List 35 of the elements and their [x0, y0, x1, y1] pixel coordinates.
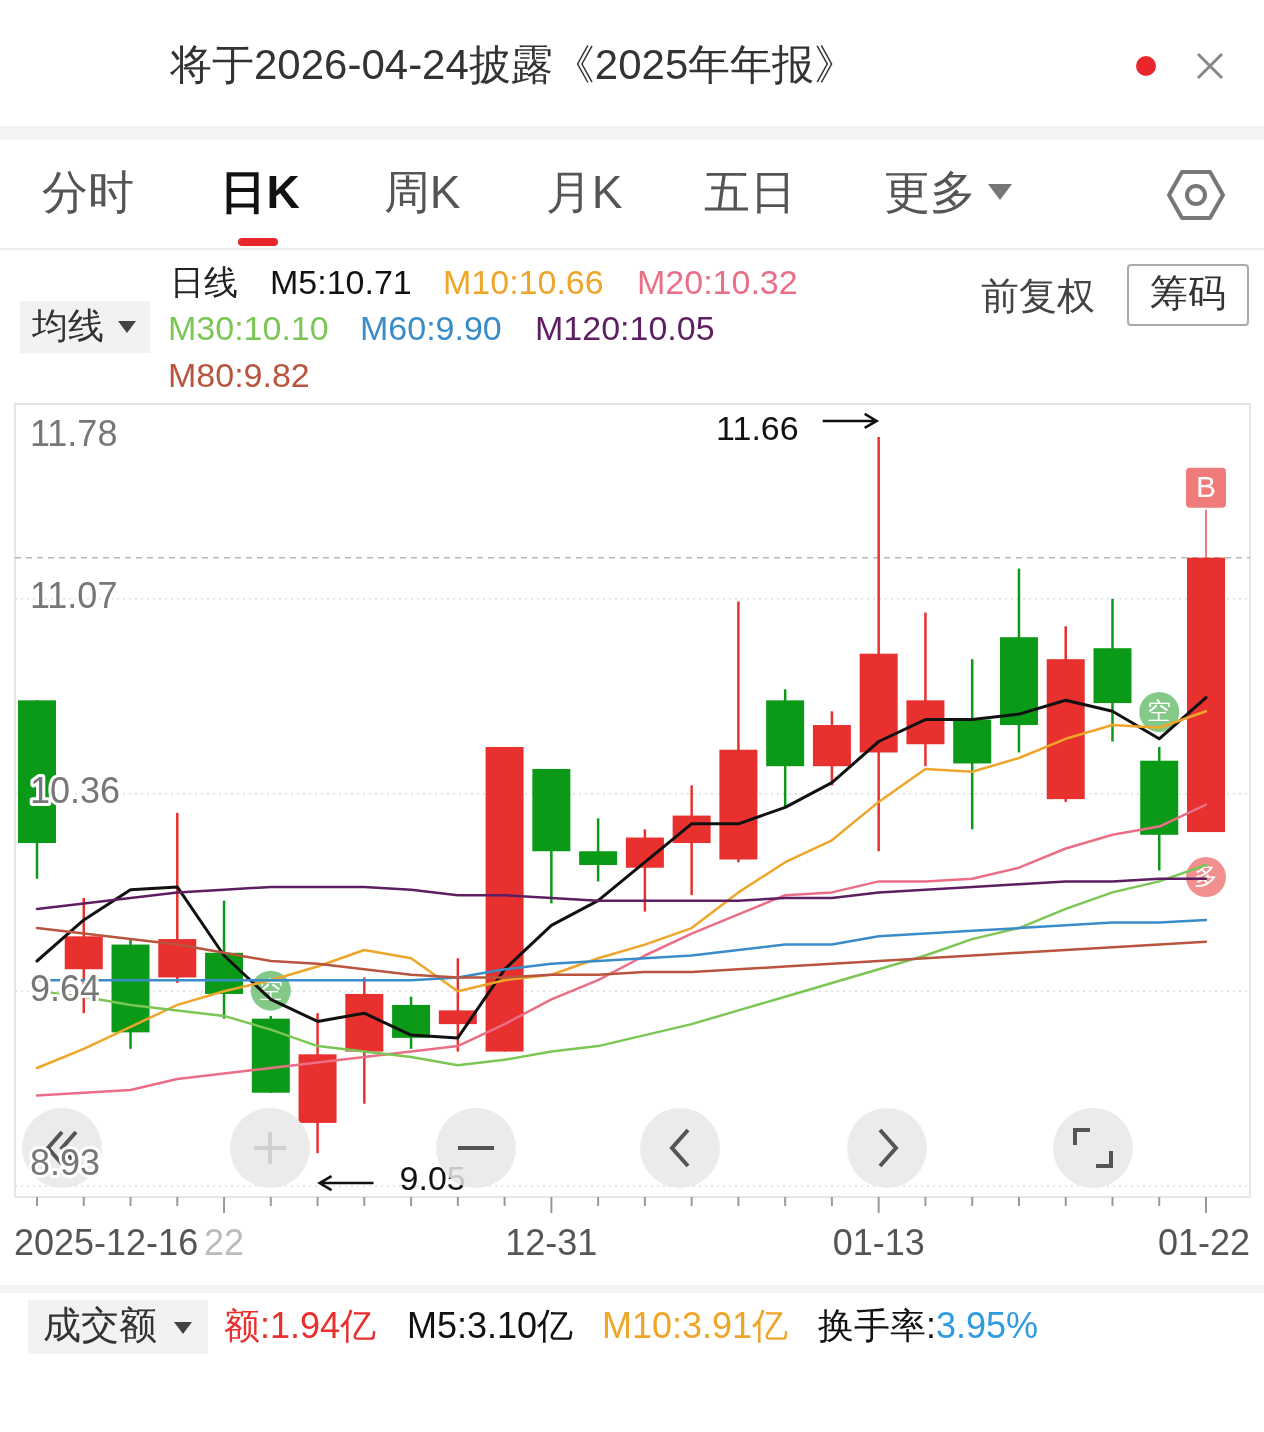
annotation: B	[1195, 469, 1217, 503]
y-tick-label: 8.93	[30, 1141, 101, 1183]
text: M10:10.66	[443, 262, 604, 301]
text: 日K	[220, 166, 300, 219]
text: M60:9.90	[360, 308, 502, 347]
annotation: 空	[1147, 697, 1172, 725]
text: 额:1.94亿	[224, 1304, 377, 1346]
text: 周K	[383, 166, 461, 219]
text: M80:9.82	[168, 355, 310, 394]
text: M5:10.71	[270, 262, 412, 301]
text: 五日	[704, 166, 796, 219]
text: 换手率:3.95%	[818, 1304, 1039, 1346]
annotation: 9.05	[399, 1159, 466, 1198]
text: M10:3.91亿	[602, 1304, 789, 1346]
text: M30:10.10	[168, 308, 329, 347]
y-tick-label: 11.78	[30, 412, 118, 454]
annotation: 11.66	[716, 408, 799, 447]
text: 分时	[42, 166, 134, 219]
text: 更多	[884, 166, 976, 219]
text: 前复权	[981, 275, 1095, 318]
x-tick-label: 22	[204, 1221, 245, 1263]
chart-title: 将于2026-04-24披露《2025年年报》	[169, 41, 857, 89]
text: 筹码	[1150, 272, 1226, 315]
x-tick-label: 12-31	[505, 1221, 598, 1263]
legend-title: 日线	[170, 262, 238, 301]
text: 成交额	[43, 1304, 157, 1347]
text: 月K	[545, 166, 623, 219]
text: 2025-12-16	[14, 1221, 199, 1263]
y-tick-label: 11.07	[30, 575, 118, 617]
x-tick-label: 01-13	[832, 1221, 925, 1263]
text: M120:10.05	[535, 308, 715, 347]
text: 均线	[31, 304, 104, 346]
text: M5:3.10亿	[407, 1304, 574, 1346]
x-tick-label: 01-22	[1157, 1221, 1250, 1263]
text: M20:10.32	[637, 262, 798, 301]
